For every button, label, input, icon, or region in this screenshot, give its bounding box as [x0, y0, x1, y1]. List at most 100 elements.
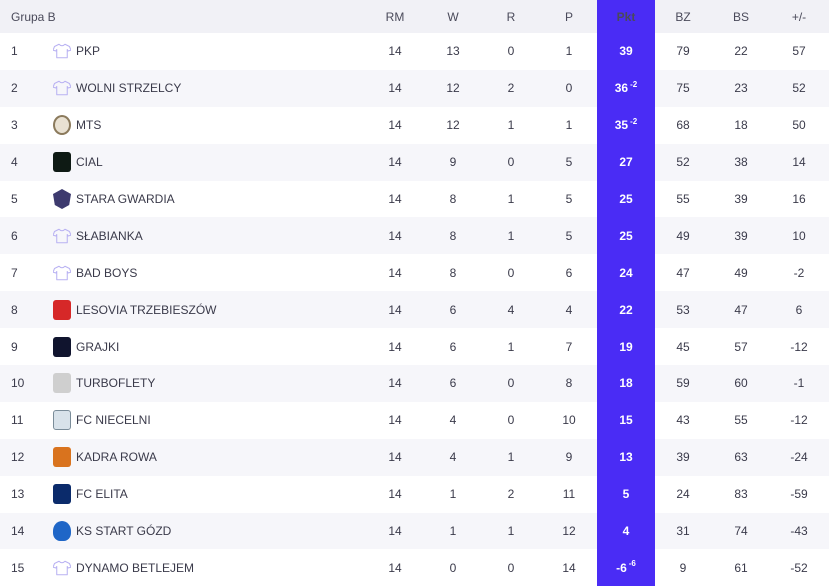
header-pkt[interactable]: Pkt — [597, 0, 655, 33]
team-position: 12 — [11, 450, 25, 465]
table-row[interactable]: 5 STARA GWARDIA 14 8 1 5 25 55 39 16 — [0, 180, 829, 218]
table-row[interactable]: 2 WOLNI STRZELCY 14 12 2 0 36 -2 75 23 52 — [0, 69, 829, 107]
team-r: 0 — [507, 560, 515, 575]
table-row[interactable]: 9 GRAJKI 14 6 1 7 19 45 57 -12 — [0, 328, 829, 366]
team-bz: 52 — [676, 155, 690, 170]
team-w: 4 — [449, 450, 457, 465]
group-title: Grupa B — [11, 9, 56, 24]
team-rm: 14 — [388, 524, 402, 539]
team-pkt: -6 -6 — [597, 549, 655, 586]
shirt-icon — [52, 41, 72, 61]
points-penalty: -2 — [630, 116, 638, 126]
team-points: 24 — [619, 265, 633, 280]
team-pkt: 13 — [597, 438, 655, 476]
team-name[interactable]: BAD BOYS — [76, 265, 138, 280]
team-name[interactable]: TURBOFLETY — [76, 376, 156, 391]
team-pkt: 25 — [597, 217, 655, 255]
team-p: 1 — [565, 118, 573, 133]
table-row[interactable]: 1 PKP 14 13 0 1 39 79 22 57 — [0, 33, 829, 70]
team-position: 15 — [11, 560, 25, 575]
team-logo — [52, 513, 72, 550]
team-diff: 14 — [792, 155, 806, 170]
team-name[interactable]: CIAL — [76, 155, 103, 170]
table-row[interactable]: 15 DYNAMO BETLEJEM 14 0 0 14 -6 -6 9 61 -52 — [0, 549, 829, 586]
team-r: 1 — [507, 450, 515, 465]
header-bs[interactable]: BS — [732, 9, 749, 24]
team-name[interactable]: FC ELITA — [76, 487, 128, 502]
team-logo — [52, 254, 72, 291]
team-name[interactable]: DYNAMO BETLEJEM — [76, 560, 195, 575]
team-bz: 59 — [676, 376, 690, 391]
team-p: 5 — [565, 155, 573, 170]
team-diff: -12 — [790, 339, 808, 354]
team-points: 13 — [619, 450, 633, 465]
team-bs: 39 — [734, 228, 748, 243]
team-position: 2 — [11, 81, 18, 96]
team-name[interactable]: WOLNI STRZELCY — [76, 81, 182, 96]
team-logo — [52, 70, 72, 107]
team-bz: 39 — [676, 450, 690, 465]
team-r: 0 — [507, 376, 515, 391]
team-rm: 14 — [388, 228, 402, 243]
team-name[interactable]: PKP — [76, 44, 101, 59]
table-row[interactable]: 6 SŁABIANKA 14 8 1 5 25 49 39 10 — [0, 217, 829, 255]
table-row[interactable]: 14 KS START GÓZD 14 1 1 12 4 31 74 -43 — [0, 512, 829, 550]
team-rm: 14 — [388, 560, 402, 575]
team-pkt: 5 — [597, 475, 655, 513]
team-name[interactable]: KADRA ROWA — [76, 450, 157, 465]
team-name[interactable]: STARA GWARDIA — [76, 192, 175, 206]
team-bs: 49 — [734, 265, 748, 280]
points-penalty: -2 — [630, 79, 638, 89]
team-bs: 22 — [734, 44, 748, 59]
team-diff: 50 — [792, 118, 806, 133]
team-pkt: 27 — [597, 143, 655, 181]
table-row[interactable]: 3 MTS 14 12 1 1 35 -2 68 18 50 — [0, 106, 829, 144]
header-p[interactable]: P — [564, 9, 573, 24]
header-r[interactable]: R — [506, 9, 516, 24]
team-p: 14 — [562, 560, 576, 575]
team-rm: 14 — [388, 192, 402, 206]
team-name[interactable]: KS START GÓZD — [76, 524, 172, 539]
table-row[interactable]: 13 FC ELITA 14 1 2 11 5 24 83 -59 — [0, 475, 829, 513]
table-row[interactable]: 11 FC NIECELNI 14 4 0 10 15 43 55 -12 — [0, 401, 829, 439]
table-row[interactable]: 10 TURBOFLETY 14 6 0 8 18 59 60 -1 — [0, 365, 829, 402]
team-points: 4 — [622, 524, 630, 539]
header-w[interactable]: W — [447, 9, 459, 24]
team-name[interactable]: LESOVIA TRZEBIESZÓW — [76, 302, 217, 317]
team-logo — [52, 33, 72, 70]
ball-crest-icon — [52, 336, 72, 357]
team-points: 36 — [614, 81, 629, 96]
table-row[interactable]: 7 BAD BOYS 14 8 0 6 24 47 49 -2 — [0, 254, 829, 292]
team-bz: 9 — [679, 560, 687, 575]
team-name[interactable]: MTS — [76, 118, 102, 133]
team-bz: 24 — [676, 487, 690, 502]
figure-crest-icon — [52, 373, 72, 394]
team-r: 0 — [507, 413, 515, 428]
team-diff: 52 — [792, 81, 806, 96]
table-row[interactable]: 8 LESOVIA TRZEBIESZÓW 14 6 4 4 22 53 47 6 — [0, 291, 829, 329]
team-diff: 57 — [792, 44, 806, 59]
team-p: 6 — [565, 265, 573, 280]
team-name[interactable]: GRAJKI — [76, 339, 120, 354]
team-w: 0 — [449, 560, 457, 575]
team-pkt: 24 — [597, 254, 655, 292]
team-name[interactable]: SŁABIANKA — [76, 228, 143, 243]
header-bz[interactable]: BZ — [675, 9, 691, 24]
start-crest-icon — [52, 521, 72, 542]
team-points: 22 — [619, 302, 633, 317]
team-w: 6 — [449, 376, 457, 391]
shirt-icon — [52, 558, 72, 578]
team-rm: 14 — [388, 413, 402, 428]
team-position: 5 — [11, 192, 18, 206]
team-w: 1 — [449, 524, 457, 539]
header-diff[interactable]: +/- — [791, 9, 807, 24]
team-bs: 55 — [734, 413, 748, 428]
team-diff: -1 — [793, 376, 805, 391]
header-rm[interactable]: RM — [385, 9, 405, 24]
shirt-icon — [52, 263, 72, 283]
table-row[interactable]: 4 CIAL 14 9 0 5 27 52 38 14 — [0, 143, 829, 181]
team-rm: 14 — [388, 376, 402, 391]
team-name[interactable]: FC NIECELNI — [76, 413, 151, 428]
team-position: 8 — [11, 302, 18, 317]
table-row[interactable]: 12 KADRA ROWA 14 4 1 9 13 39 63 -24 — [0, 438, 829, 476]
